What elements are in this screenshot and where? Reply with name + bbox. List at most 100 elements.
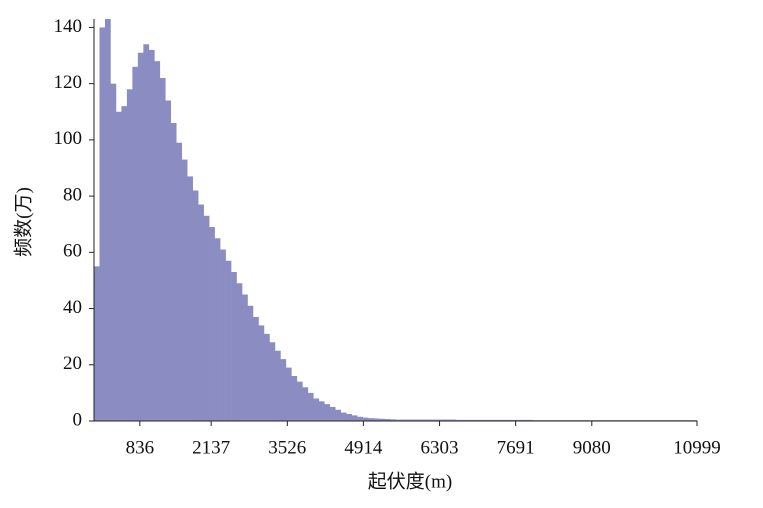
bar bbox=[296, 381, 303, 421]
bar bbox=[516, 419, 522, 421]
x-tick-label: 836 bbox=[126, 437, 155, 458]
x-tick-label: 7691 bbox=[497, 437, 535, 458]
bar bbox=[115, 111, 122, 422]
bar bbox=[225, 260, 232, 421]
bar bbox=[483, 419, 490, 421]
bar bbox=[439, 419, 446, 421]
bar bbox=[170, 123, 177, 422]
bar bbox=[433, 419, 440, 421]
bar bbox=[280, 359, 287, 421]
bar bbox=[357, 416, 363, 421]
bar bbox=[231, 272, 237, 421]
bar bbox=[302, 387, 309, 421]
bar bbox=[499, 419, 506, 421]
bar bbox=[329, 406, 336, 421]
bar bbox=[510, 419, 517, 421]
bar bbox=[126, 89, 133, 421]
y-tick-label: 20 bbox=[63, 353, 82, 374]
y-tick-label: 0 bbox=[73, 409, 83, 430]
bar bbox=[263, 333, 270, 421]
y-tick-label: 60 bbox=[63, 241, 82, 262]
bar bbox=[340, 412, 347, 421]
bar bbox=[291, 376, 298, 421]
bar bbox=[351, 415, 358, 421]
bar bbox=[285, 367, 292, 421]
bar bbox=[187, 176, 193, 421]
x-tick-label: 4914 bbox=[344, 437, 383, 458]
x-tick-label: 3526 bbox=[268, 437, 306, 458]
bar bbox=[527, 419, 533, 421]
bar bbox=[94, 266, 100, 421]
y-tick-label: 140 bbox=[54, 16, 83, 37]
bar bbox=[472, 419, 479, 421]
bar bbox=[411, 419, 418, 421]
bar bbox=[373, 418, 380, 421]
y-tick-label: 80 bbox=[63, 184, 82, 205]
bar bbox=[379, 418, 385, 421]
bar bbox=[203, 215, 210, 421]
bar bbox=[307, 392, 314, 421]
bar bbox=[444, 419, 451, 421]
x-axis-label: 起伏度(m) bbox=[368, 470, 452, 492]
bar bbox=[401, 419, 407, 421]
bar bbox=[269, 342, 276, 421]
bar bbox=[236, 283, 243, 421]
bar bbox=[362, 417, 369, 421]
bar bbox=[148, 49, 155, 422]
bar bbox=[165, 100, 172, 421]
y-tick-label: 120 bbox=[54, 72, 83, 93]
bar bbox=[159, 78, 166, 421]
bar bbox=[121, 106, 128, 421]
x-tick-label: 10999 bbox=[673, 437, 721, 458]
bar bbox=[318, 401, 325, 421]
bar bbox=[143, 44, 150, 422]
bar bbox=[466, 419, 473, 421]
bar bbox=[417, 419, 424, 421]
bar bbox=[455, 419, 462, 421]
bar bbox=[324, 404, 331, 421]
bar bbox=[406, 419, 413, 421]
bar bbox=[209, 227, 215, 421]
bar bbox=[477, 419, 484, 421]
bar bbox=[521, 419, 528, 421]
y-tick-label: 40 bbox=[63, 297, 82, 318]
bar bbox=[181, 159, 188, 421]
bar bbox=[242, 294, 248, 421]
bar bbox=[258, 325, 265, 421]
bar bbox=[428, 419, 435, 421]
bar bbox=[346, 413, 352, 421]
bar bbox=[214, 238, 221, 421]
bar bbox=[104, 19, 111, 421]
y-tick-label: 100 bbox=[54, 128, 83, 149]
bar bbox=[247, 305, 254, 421]
bar bbox=[132, 66, 139, 421]
bar bbox=[461, 419, 468, 421]
bar bbox=[494, 419, 500, 421]
bar bbox=[395, 419, 402, 421]
bar bbox=[137, 52, 144, 422]
bar bbox=[110, 83, 117, 421]
bar bbox=[252, 316, 259, 421]
x-tick-label: 2137 bbox=[192, 437, 230, 458]
x-tick-label: 6303 bbox=[421, 437, 459, 458]
x-tick-label: 9080 bbox=[573, 437, 611, 458]
bar bbox=[313, 398, 320, 421]
bar bbox=[384, 419, 391, 421]
bar bbox=[274, 350, 281, 421]
bar bbox=[368, 418, 374, 421]
y-axis-label: 频数(万) bbox=[12, 187, 34, 257]
bar bbox=[488, 419, 495, 421]
bar bbox=[450, 419, 457, 421]
bar bbox=[192, 190, 199, 421]
bar bbox=[198, 204, 204, 421]
bar bbox=[335, 409, 342, 421]
bar bbox=[99, 27, 106, 422]
bar bbox=[220, 249, 226, 421]
bar bbox=[176, 142, 183, 421]
bar bbox=[422, 419, 429, 421]
bar bbox=[390, 419, 396, 421]
bar bbox=[154, 61, 161, 421]
bar bbox=[505, 419, 511, 421]
